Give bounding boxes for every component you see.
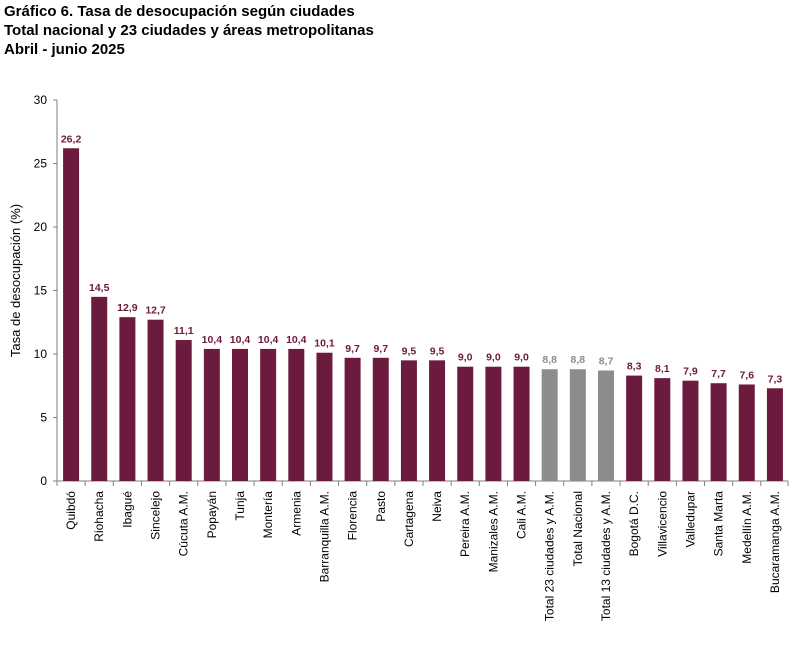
bar <box>429 360 446 481</box>
category-label: Total Nacional <box>571 491 585 566</box>
data-label: 8,1 <box>655 363 670 375</box>
category-label: Florencia <box>346 491 360 541</box>
bar <box>119 317 136 481</box>
bar <box>654 378 671 481</box>
y-axis-title: Tasa de desocupación (%) <box>8 204 23 357</box>
category-label: Tunja <box>233 491 247 521</box>
bar <box>91 296 108 481</box>
bar <box>485 366 502 481</box>
category-label: Popayán <box>205 491 219 538</box>
bar <box>400 360 417 481</box>
y-tick-label: 0 <box>40 474 47 488</box>
bar <box>147 319 164 481</box>
data-label: 7,9 <box>683 366 698 378</box>
y-axis: 0 5 10 15 20 25 30 <box>34 93 58 488</box>
data-label: 9,5 <box>430 345 445 357</box>
category-label: Villavicencio <box>655 491 669 557</box>
chart-title-block: Gráfico 6. Tasa de desocupación según ci… <box>4 2 374 59</box>
category-label: Sincelejo <box>149 491 163 540</box>
category-label: Total 23 ciudades y A.M. <box>543 491 557 621</box>
y-tick-label: 15 <box>34 284 48 298</box>
bar <box>541 369 558 481</box>
data-label: 10,1 <box>314 338 335 350</box>
data-label: 9,7 <box>373 343 388 355</box>
data-label: 10,4 <box>230 334 251 346</box>
bar <box>175 340 192 481</box>
chart-subtitle: Total nacional y 23 ciudades y áreas met… <box>4 22 374 39</box>
data-label: 10,4 <box>286 334 307 346</box>
bar <box>232 348 248 481</box>
category-label: Medellín A.M. <box>740 491 754 564</box>
category-label: Neiva <box>430 491 444 522</box>
data-label: 9,5 <box>402 345 417 357</box>
y-tick-label: 30 <box>34 93 48 107</box>
category-label: Manizales A.M. <box>486 491 500 572</box>
category-label: Valledupar <box>683 491 697 547</box>
bar <box>569 369 586 481</box>
category-label: Pasto <box>374 491 388 522</box>
category-label: Quibdó <box>64 491 78 530</box>
y-tick-label: 10 <box>34 347 48 361</box>
y-tick-label: 5 <box>40 411 47 425</box>
bar <box>260 348 277 481</box>
data-label: 8,8 <box>571 354 586 366</box>
data-label: 7,6 <box>739 369 754 381</box>
data-label: 11,1 <box>174 325 194 337</box>
category-label: Santa Marta <box>712 491 726 557</box>
category-label: Cúcuta A.M. <box>177 491 191 556</box>
bar <box>766 388 783 481</box>
data-label: 8,3 <box>627 361 642 373</box>
data-label: 12,9 <box>117 302 138 314</box>
data-label: 8,7 <box>599 356 614 368</box>
y-tick-label: 20 <box>34 220 48 234</box>
category-label: Ibagué <box>120 491 134 528</box>
category-label: Bucaramanga A.M. <box>768 491 782 593</box>
data-label: 9,0 <box>458 352 473 364</box>
bar <box>288 348 305 481</box>
bar <box>344 357 361 481</box>
bar <box>598 370 614 481</box>
bar <box>457 366 474 481</box>
data-label: 7,3 <box>768 373 783 385</box>
data-label: 8,8 <box>542 354 557 366</box>
bar <box>316 352 333 481</box>
category-label: Montería <box>261 491 275 539</box>
bar <box>738 384 755 481</box>
category-label: Riohacha <box>92 491 106 542</box>
data-label: 9,0 <box>514 352 529 364</box>
data-label: 9,7 <box>345 343 360 355</box>
bar <box>63 148 80 481</box>
category-label: Cali A.M. <box>515 491 529 539</box>
category-label: Bogotá D.C. <box>627 491 641 556</box>
bar <box>626 375 643 481</box>
category-label: Cartagena <box>402 491 416 547</box>
bar <box>203 348 220 481</box>
bar <box>513 366 530 481</box>
data-label: 7,7 <box>711 368 726 380</box>
data-label: 9,0 <box>486 352 501 364</box>
category-label: Total 13 ciudades y A.M. <box>599 491 613 621</box>
chart-period: Abril - junio 2025 <box>4 41 125 58</box>
x-axis <box>56 480 789 486</box>
y-tick-label: 25 <box>34 157 48 171</box>
category-label: Barranquilla A.M. <box>317 491 331 582</box>
chart-title: Gráfico 6. Tasa de desocupación según ci… <box>4 3 355 20</box>
category-label: Armenia <box>289 491 303 536</box>
data-labels: 26,2 14,5 12,9 12,7 11,1 10,4 10,4 10,4 10,4 10,1… <box>61 133 783 385</box>
bar <box>710 383 727 481</box>
data-label: 26,2 <box>61 133 82 145</box>
category-labels: Quibdó Riohacha Ibagué Sincelejo Cúcuta A.M.… <box>64 491 782 621</box>
data-label: 14,5 <box>89 282 110 294</box>
data-label: 10,4 <box>202 334 223 346</box>
bar <box>682 380 699 481</box>
category-label: Pereira A.M. <box>458 491 472 557</box>
bar <box>372 357 389 481</box>
data-label: 10,4 <box>258 334 279 346</box>
data-label: 12,7 <box>145 305 166 317</box>
bars <box>63 148 783 481</box>
